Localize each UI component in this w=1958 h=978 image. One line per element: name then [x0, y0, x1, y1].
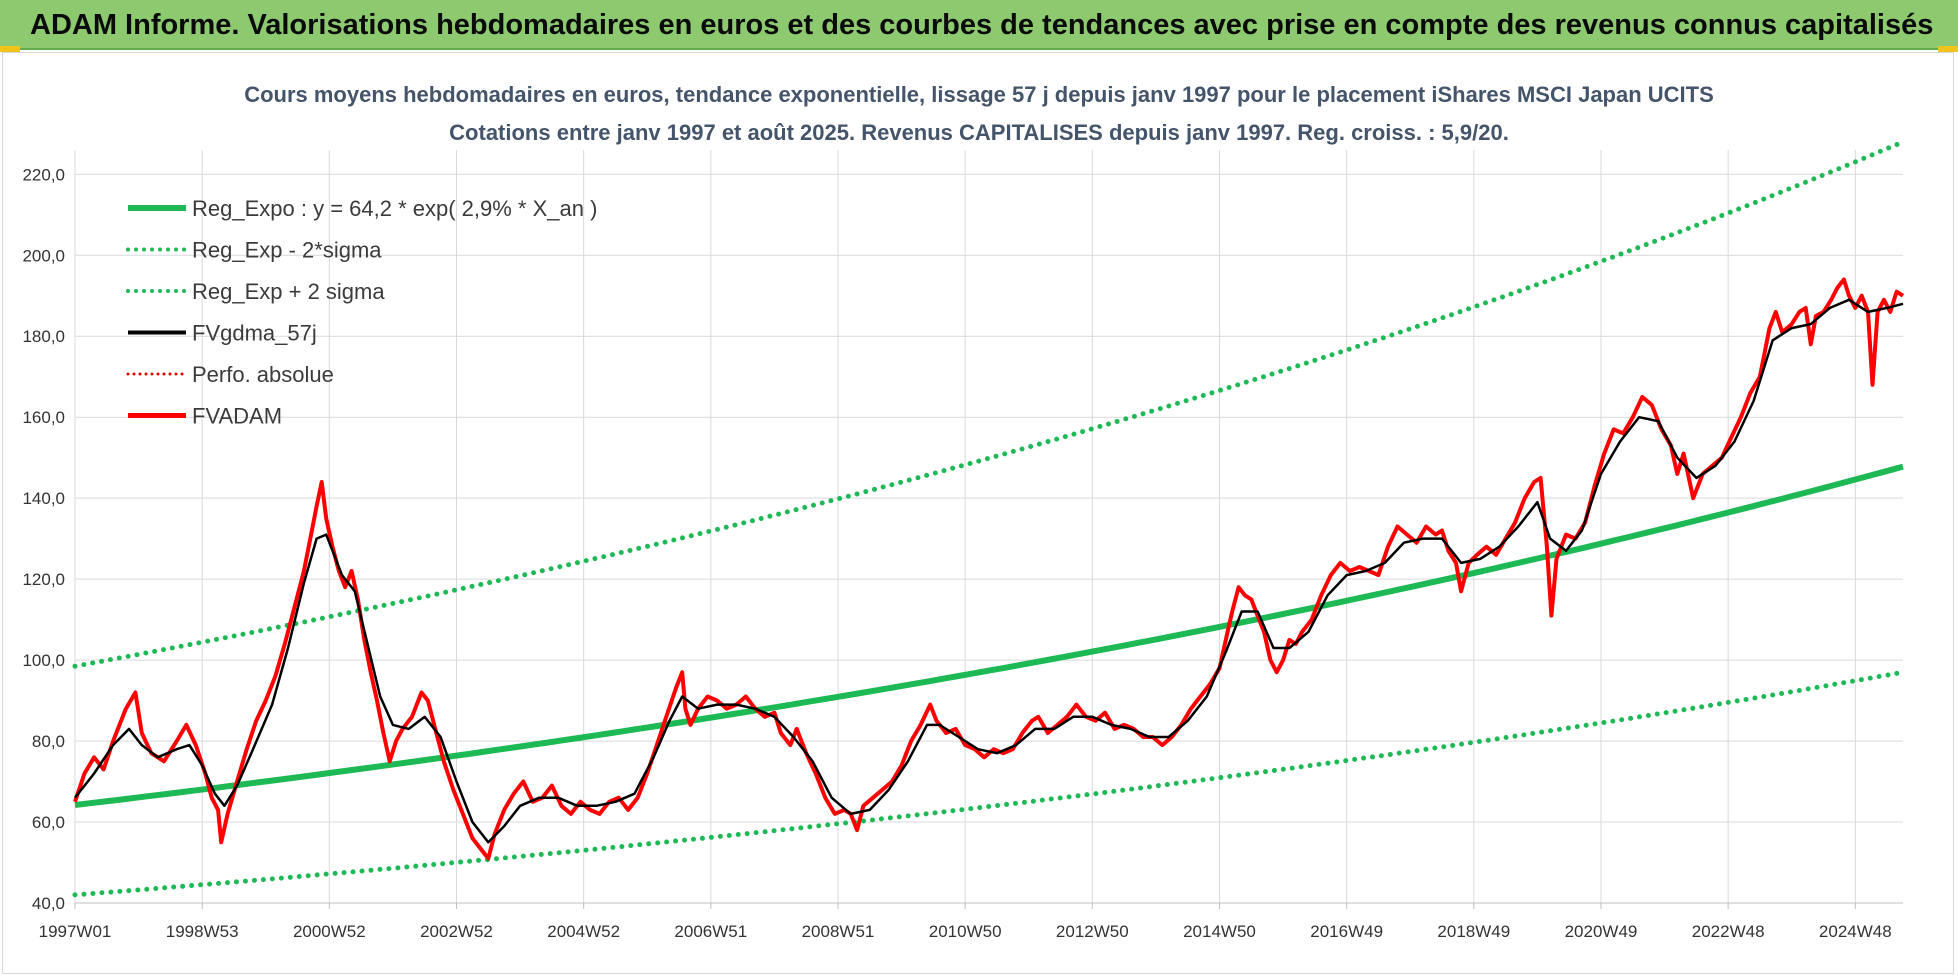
x-tick-label: 2022W48: [1692, 922, 1765, 941]
y-tick-label: 220,0: [22, 165, 65, 184]
title-banner: ADAM Informe. Valorisations hebdomadaire…: [0, 0, 1958, 50]
y-tick-label: 60,0: [32, 813, 65, 832]
x-tick-label: 2006W51: [674, 922, 747, 941]
y-tick-label: 180,0: [22, 327, 65, 346]
y-tick-label: 100,0: [22, 651, 65, 670]
y-tick-label: 140,0: [22, 489, 65, 508]
y-tick-label: 200,0: [22, 246, 65, 265]
chart-frame: [2, 52, 1954, 974]
legend-label: Reg_Exp - 2*sigma: [192, 238, 382, 263]
trend-line: [74, 463, 1904, 808]
x-tick-label: 2004W52: [547, 922, 620, 941]
legend-label: FVgdma_57j: [192, 321, 317, 346]
grid-lines: [74, 150, 1903, 904]
x-tick-label: 2002W52: [420, 922, 493, 941]
legend: Reg_Expo : y = 64,2 * exp( 2,9% * X_an )…: [126, 196, 597, 429]
y-tick-label: 80,0: [32, 732, 65, 751]
x-tick-label: 2016W49: [1310, 922, 1383, 941]
legend-label: Reg_Exp + 2 sigma: [192, 279, 385, 304]
upper-sigma-line: [72, 139, 1906, 669]
x-tick-label: 2012W50: [1056, 922, 1129, 941]
x-tick-label: 2014W50: [1183, 922, 1256, 941]
x-tick-label: 2010W50: [929, 922, 1002, 941]
x-tick-label: 1997W01: [39, 922, 112, 941]
x-tick-label: 2000W52: [293, 922, 366, 941]
fvadam-line: [73, 277, 1905, 861]
corner-mark-right: [1938, 46, 1958, 52]
report-title: ADAM Informe. Valorisations hebdomadaire…: [30, 9, 1934, 41]
x-tick-label: 1998W53: [166, 922, 239, 941]
corner-mark-left: [0, 46, 20, 52]
x-tick-label: 2024W48: [1819, 922, 1892, 941]
y-tick-label: 160,0: [22, 408, 65, 427]
legend-label: Perfo. absolue: [192, 362, 334, 387]
x-tick-label: 2018W49: [1437, 922, 1510, 941]
x-tick-label: 2008W51: [802, 922, 875, 941]
chart-subtitle-line-1: Cours moyens hebdomadaires en euros, ten…: [244, 82, 1714, 107]
chart-subtitle-line-2: Cotations entre janv 1997 et août 2025. …: [449, 120, 1509, 145]
x-axis: 1997W01 1998W53 2000W52 2002W52 2004W52 2006W…: [39, 902, 1903, 941]
y-tick-label: 40,0: [32, 894, 65, 913]
legend-label: Reg_Expo : y = 64,2 * exp( 2,9% * X_an ): [192, 196, 597, 221]
lower-sigma-line: [72, 669, 1906, 898]
y-axis: 40,0 60,0 80,0 100,0 120,0 140,0 160,0 180,0 200…: [22, 165, 65, 913]
y-tick-label: 120,0: [22, 570, 65, 589]
x-tick-label: 2020W49: [1565, 922, 1638, 941]
legend-label: FVADAM: [192, 404, 282, 429]
series-layer: [72, 139, 1906, 898]
gdma-line: [74, 298, 1904, 844]
